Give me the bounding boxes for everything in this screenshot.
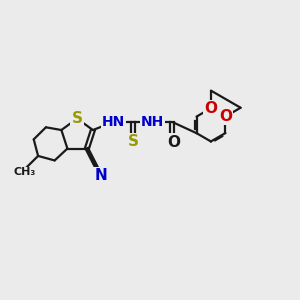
Text: O: O bbox=[167, 134, 180, 149]
Text: N: N bbox=[94, 168, 107, 183]
Text: S: S bbox=[128, 134, 138, 149]
Text: NH: NH bbox=[141, 115, 164, 129]
Text: CH₃: CH₃ bbox=[14, 167, 36, 177]
Text: HN: HN bbox=[102, 115, 125, 129]
Text: O: O bbox=[204, 101, 218, 116]
Text: S: S bbox=[72, 111, 83, 126]
Text: O: O bbox=[219, 109, 232, 124]
